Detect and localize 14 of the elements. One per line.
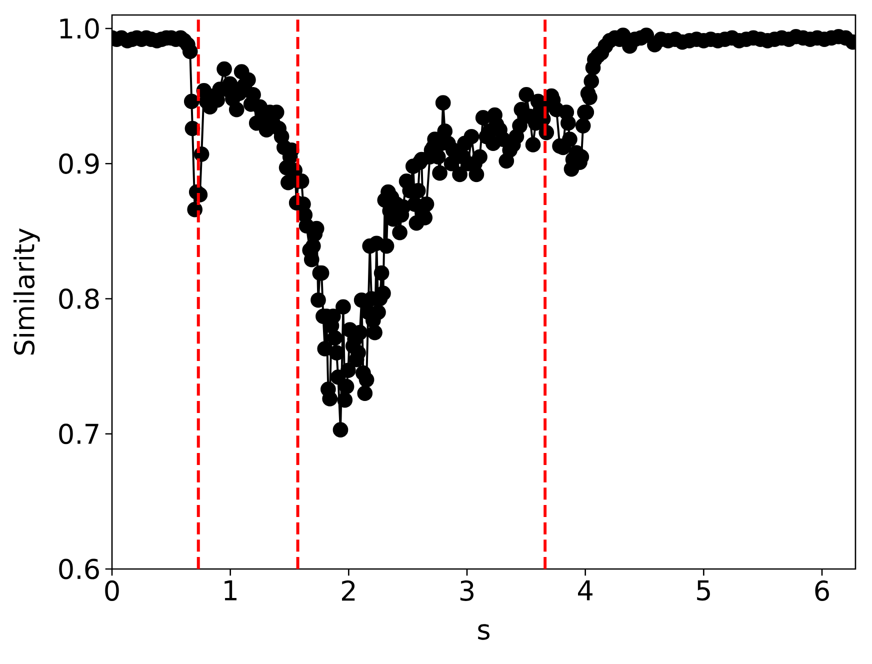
x-tick-label: 2 — [342, 580, 355, 601]
x-tick-label: 5 — [697, 580, 710, 601]
x-tick-label: 0 — [105, 580, 119, 601]
x-tick-label: 3 — [460, 580, 474, 601]
x-axis-title: s — [478, 624, 490, 640]
y-axis-title: Similarity — [13, 228, 40, 355]
y-tick-label: 0.8 — [59, 288, 99, 310]
x-tick-label: 6 — [815, 580, 829, 601]
y-tick-label: 0.7 — [59, 424, 98, 444]
y-tick-label: 0.6 — [59, 558, 99, 580]
x-tick-label: 1 — [224, 580, 236, 600]
y-tick-label: 0.9 — [59, 153, 99, 174]
y-tick-label: 1.0 — [60, 18, 99, 39]
x-tick-label: 4 — [578, 580, 592, 600]
